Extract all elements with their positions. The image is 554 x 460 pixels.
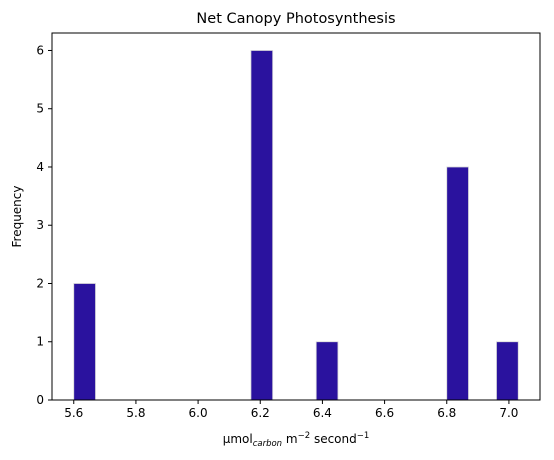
x-tick-label-5: 6.6 bbox=[375, 406, 394, 420]
x-axis-label-sup2: −1 bbox=[357, 431, 370, 441]
x-axis-label-middle: m bbox=[282, 432, 298, 446]
histogram-bar-1 bbox=[250, 50, 274, 401]
y-tick-label-5: 5 bbox=[36, 102, 44, 116]
y-tick-label-2: 2 bbox=[36, 276, 44, 290]
x-axis-label-subscript: carbon bbox=[253, 439, 282, 449]
histogram-bar-2 bbox=[315, 341, 339, 401]
x-axis-label: μmolcarbon m−2 second−1 bbox=[223, 431, 370, 449]
x-tick-label-3: 6.2 bbox=[251, 406, 270, 420]
y-tick-label-3: 3 bbox=[36, 218, 44, 232]
x-tick-label-6: 6.8 bbox=[437, 406, 456, 420]
chart-title: Net Canopy Photosynthesis bbox=[196, 11, 395, 27]
x-tick-label-2: 6.0 bbox=[189, 406, 208, 420]
x-axis-label-base: μmol bbox=[223, 432, 253, 446]
histogram-bar-3 bbox=[446, 166, 469, 401]
x-tick-label-1: 5.8 bbox=[126, 406, 145, 420]
x-axis-label-after: second bbox=[310, 432, 357, 446]
y-tick-label-1: 1 bbox=[36, 335, 44, 349]
y-tick-label-4: 4 bbox=[36, 160, 44, 174]
histogram-bar-4 bbox=[496, 341, 519, 401]
y-axis-label: Frequency bbox=[10, 186, 24, 248]
bars-group bbox=[73, 50, 519, 401]
y-tick-label-6: 6 bbox=[36, 43, 44, 57]
x-tick-label-4: 6.4 bbox=[313, 406, 332, 420]
x-axis: 5.6 5.8 6.0 6.2 6.4 6.6 6.8 7.0 bbox=[64, 400, 518, 420]
x-axis-label-sup1: −2 bbox=[298, 431, 311, 441]
y-tick-label-0: 0 bbox=[36, 393, 44, 407]
y-axis: 0 1 2 3 4 5 6 bbox=[36, 43, 52, 407]
x-tick-label-0: 5.6 bbox=[64, 406, 83, 420]
histogram-bar-0 bbox=[73, 283, 96, 401]
x-tick-label-7: 7.0 bbox=[499, 406, 518, 420]
plot-frame bbox=[51, 32, 541, 401]
